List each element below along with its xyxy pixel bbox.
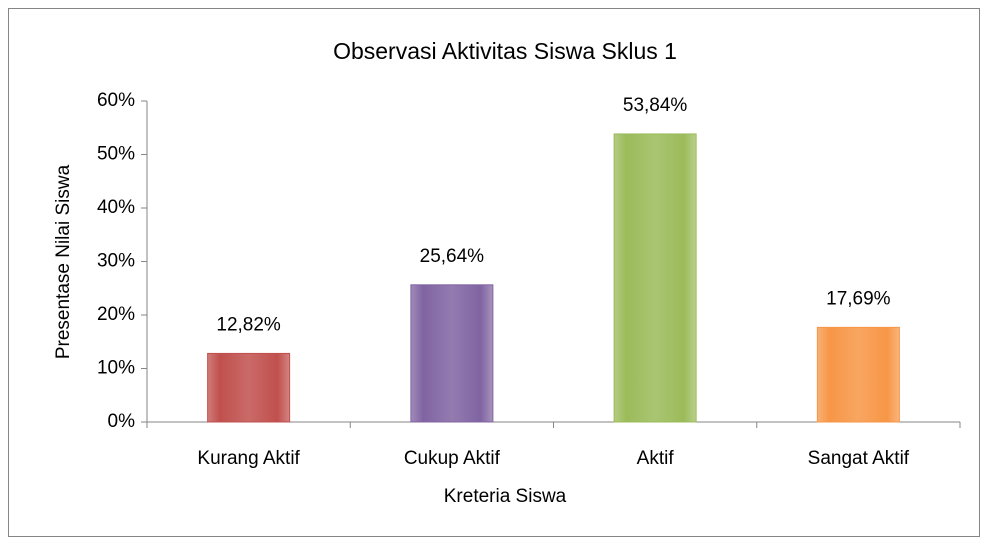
x-tick-label: Sangat Aktif xyxy=(808,448,910,469)
chart-frame xyxy=(8,8,980,537)
value-label: 17,69% xyxy=(826,288,891,309)
bar xyxy=(207,352,291,423)
x-axis-label: Kreteria Siswa xyxy=(444,486,567,507)
y-axis-label: Presentase Nilai Siswa xyxy=(53,164,74,359)
y-tick-label: 10% xyxy=(97,358,135,379)
y-tick-label: 50% xyxy=(97,144,135,165)
value-label: 53,84% xyxy=(623,95,688,116)
x-tick-label: Cukup Aktif xyxy=(404,448,501,469)
value-label: 12,82% xyxy=(216,314,281,335)
y-tick-label: 20% xyxy=(97,304,135,325)
x-tick-label: Aktif xyxy=(637,448,675,469)
y-tick-label: 40% xyxy=(97,197,135,218)
chart-title: Observasi Aktivitas Siswa Sklus 1 xyxy=(333,38,677,64)
bar xyxy=(816,326,900,423)
y-tick-label: 0% xyxy=(108,411,136,432)
x-tick-label: Kurang Aktif xyxy=(197,448,300,469)
bar xyxy=(613,133,697,423)
y-tick-label: 60% xyxy=(97,90,135,111)
y-tick-label: 30% xyxy=(97,251,135,272)
value-label: 25,64% xyxy=(420,246,485,267)
bar xyxy=(410,284,494,423)
